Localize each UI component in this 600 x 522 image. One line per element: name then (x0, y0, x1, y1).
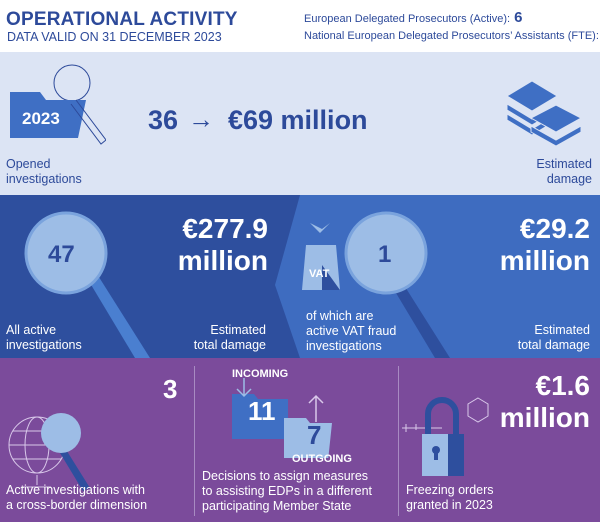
opened-investigations-section: 2023 36 → €69 million Opened investigatio… (0, 52, 600, 195)
stat-label: National European Delegated Prosecutors’… (304, 30, 599, 42)
stat-assistants: National European Delegated Prosecutors’… (304, 26, 600, 43)
cooperation-section: 3 Active investigations with a cross-bord… (0, 358, 600, 522)
opened-count: 36 (148, 105, 179, 135)
incoming-label: INCOMING (232, 368, 289, 380)
divider (398, 366, 399, 516)
vat-bag-icon (302, 223, 340, 290)
stat-label: European Delegated Prosecutors (Active): (304, 13, 511, 25)
stat-value: 6 (514, 9, 523, 26)
active-damage: €277.9 million (177, 213, 268, 276)
page-subtitle: DATA VALID ON 31 DECEMBER 2023 (7, 30, 222, 44)
vat-damage-label: Estimated total damage (517, 323, 590, 352)
stat-edp: European Delegated Prosecutors (Active):… (304, 9, 522, 26)
band-background (24, 195, 600, 358)
outgoing-count: 7 (307, 420, 322, 450)
folder-magnifier-icon (10, 64, 106, 145)
vat-badge: VAT (309, 268, 330, 280)
measures-label: Decisions to assign measures to assisting… (202, 469, 372, 513)
money-stack-icon (506, 80, 583, 146)
incoming-count: 11 (248, 396, 276, 426)
active-damage-label: Estimated total damage (193, 323, 266, 352)
freezing-amount: €1.6 million (499, 370, 590, 433)
opened-label: Opened investigations (6, 157, 82, 186)
divider (194, 366, 195, 516)
active-investigations-section: 47 €277.9 million All active investigation… (0, 195, 600, 358)
active-label: All active investigations (6, 323, 82, 352)
vat-label: of which are active VAT fraud investigatio… (306, 309, 397, 353)
folder-year: 2023 (22, 109, 60, 128)
opened-damage: €69 million (228, 105, 368, 135)
header: OPERATIONAL ACTIVITY DATA VALID ON 31 DE… (0, 0, 600, 52)
damage-label: Estimated damage (536, 157, 592, 186)
padlock-icon (402, 397, 489, 476)
outgoing-label: OUTGOING (292, 453, 352, 465)
crossborder-label: Active investigations with a cross-border… (6, 483, 148, 512)
freezing-label: Freezing orders granted in 2023 (406, 483, 494, 512)
active-count: 47 (48, 241, 75, 268)
page-title: OPERATIONAL ACTIVITY (6, 9, 238, 30)
arrow-right-icon: → (188, 104, 214, 134)
folders-icon (232, 378, 332, 458)
vat-count: 1 (378, 241, 392, 268)
globe-magnifier-icon (8, 413, 90, 491)
crossborder-count: 3 (163, 374, 178, 404)
vat-damage: €29.2 million (499, 213, 590, 276)
